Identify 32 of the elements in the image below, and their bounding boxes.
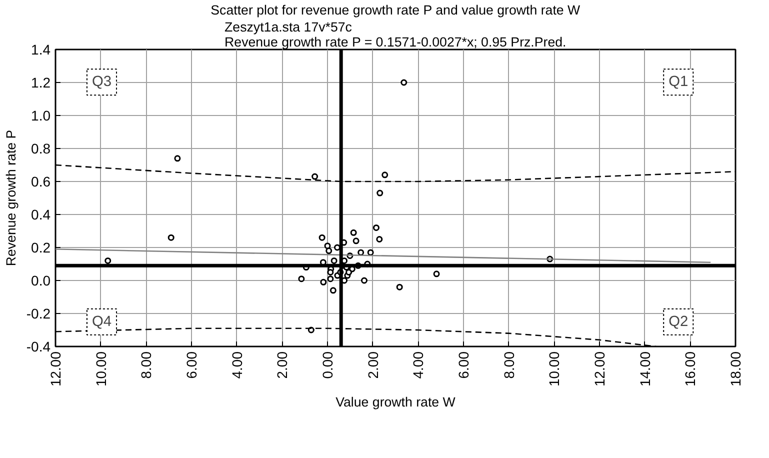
x-tick-label: 6.00 xyxy=(456,351,472,379)
annotation: Q2 xyxy=(668,314,688,330)
x-tick-label: 6.00 xyxy=(184,351,200,379)
x-tick-label: 12.00 xyxy=(592,351,608,387)
x-tick-label: 10.00 xyxy=(546,351,562,387)
y-tick-label: 1.0 xyxy=(31,108,51,124)
y-tick-label: 1.2 xyxy=(31,74,51,90)
annotation: Q1 xyxy=(668,74,688,90)
y-tick-label: 1.4 xyxy=(31,42,51,58)
x-tick-label: 14.00 xyxy=(636,351,653,387)
x-tick-label: 10.00 xyxy=(92,351,109,387)
y-tick-label: 0.8 xyxy=(31,140,51,156)
x-tick-label: 2.00 xyxy=(274,351,290,379)
x-tick-label: 8.00 xyxy=(138,351,154,379)
y-tick-label: 0.6 xyxy=(31,174,51,190)
x-tick-label: 16.00 xyxy=(682,351,698,387)
x-tick-label: 2.00 xyxy=(364,351,381,379)
chart-subtitle: Zeszyt1a.sta 17v*57c Revenue growth rate P = 0.1571-0.0027*x; 0.95 Prz.Pred. xyxy=(224,20,566,50)
x-tick-label: 8.00 xyxy=(500,351,517,379)
annotation: Q4 xyxy=(92,314,112,330)
chart-title: Scatter plot for revenue growth rate P and value growth rate W xyxy=(210,2,581,18)
annotation: Q3 xyxy=(92,74,112,90)
y-tick-label: -0.2 xyxy=(26,306,51,322)
x-axis-title: Value growth rate W xyxy=(336,394,456,410)
y-tick-label: 0.2 xyxy=(31,240,51,256)
y-tick-label: 0.4 xyxy=(31,206,51,222)
x-tick-label: 18.00 xyxy=(728,351,744,387)
x-tick-label: 4.00 xyxy=(410,351,426,379)
x-tick-label: 0.00 xyxy=(320,351,336,379)
y-axis-title: Revenue growth rate P xyxy=(3,130,18,266)
y-tick-label: 0.0 xyxy=(31,272,51,288)
x-tick-label: 4.00 xyxy=(228,351,245,379)
